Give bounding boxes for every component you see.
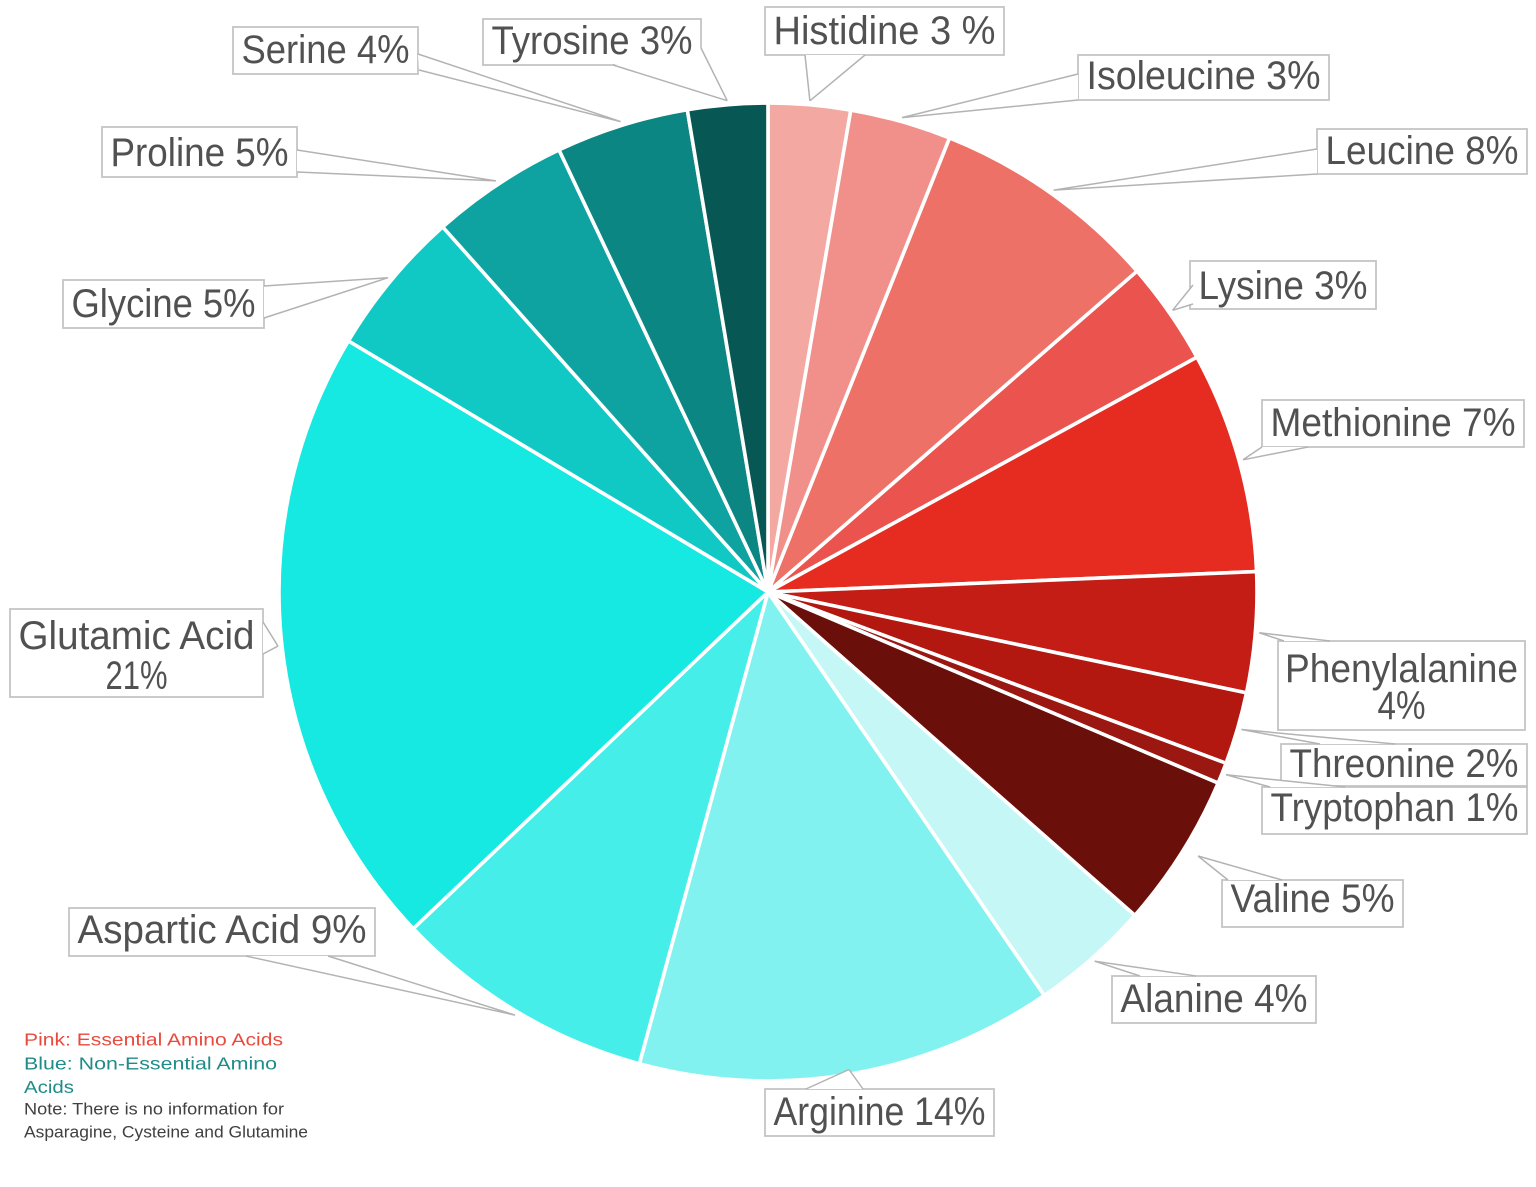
svg-text:Isoleucine 3%: Isoleucine 3% xyxy=(1087,54,1321,98)
svg-text:Blue: Non-Essential Amino: Blue: Non-Essential Amino xyxy=(24,1054,277,1074)
svg-text:Alanine 4%: Alanine 4% xyxy=(1121,977,1308,1021)
svg-text:Phenylalanine: Phenylalanine xyxy=(1285,647,1518,691)
svg-text:Acids: Acids xyxy=(24,1077,74,1097)
svg-text:Leucine 8%: Leucine 8% xyxy=(1326,129,1519,173)
svg-text:Asparagine, Cysteine and Gluta: Asparagine, Cysteine and Glutamine xyxy=(24,1123,308,1142)
svg-text:Tryptophan 1%: Tryptophan 1% xyxy=(1271,786,1519,830)
svg-text:Pink: Essential Amino Acids: Pink: Essential Amino Acids xyxy=(24,1030,283,1050)
svg-text:Threonine 2%: Threonine 2% xyxy=(1290,742,1519,786)
svg-text:Aspartic Acid 9%: Aspartic Acid 9% xyxy=(78,908,367,952)
svg-text:4%: 4% xyxy=(1378,684,1426,728)
svg-text:Glycine 5%: Glycine 5% xyxy=(72,282,256,326)
svg-text:Glutamic Acid: Glutamic Acid xyxy=(19,614,255,658)
svg-text:Serine 4%: Serine 4% xyxy=(242,28,410,72)
svg-text:Methionine 7%: Methionine 7% xyxy=(1271,401,1516,445)
svg-text:Note: There is no information: Note: There is no information for xyxy=(24,1100,284,1119)
svg-text:Proline 5%: Proline 5% xyxy=(111,131,289,175)
svg-text:21%: 21% xyxy=(106,654,168,698)
svg-text:Lysine 3%: Lysine 3% xyxy=(1199,264,1368,308)
svg-text:Histidine 3 %: Histidine 3 % xyxy=(774,9,996,53)
svg-text:Tyrosine 3%: Tyrosine 3% xyxy=(492,19,693,63)
svg-text:Valine 5%: Valine 5% xyxy=(1231,877,1395,921)
svg-text:Arginine 14%: Arginine 14% xyxy=(774,1090,986,1134)
